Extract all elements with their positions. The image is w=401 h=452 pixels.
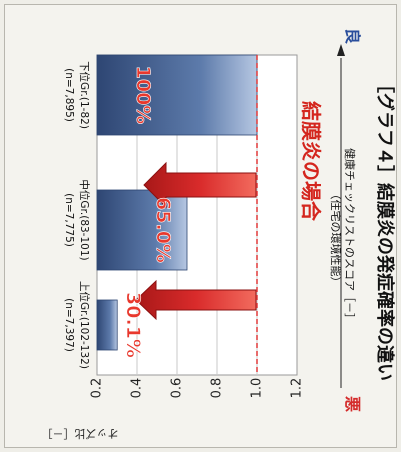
bar <box>96 299 118 351</box>
y-tick-label: 0.6 <box>170 378 185 399</box>
category-label: 上位Gr.(102-132) <box>78 281 91 369</box>
scale-good-label: 良 <box>343 28 362 44</box>
condition-label: 結膜炎の場合 <box>299 101 323 222</box>
scale-bad-label: 悪 <box>343 396 362 412</box>
category-label: 下位Gr.(1-82) <box>78 61 91 129</box>
value-labels: 100% 65.0% 30.1% <box>122 65 175 358</box>
value-label: 30.1% <box>122 292 144 358</box>
category-label: 中位Gr.(83-101) <box>78 179 91 260</box>
y-tick-label: 0.4 <box>130 378 145 399</box>
value-label: 65.0% <box>152 197 174 263</box>
y-tick-labels: 1.2 1.0 0.8 0.6 0.4 0.2 <box>90 378 305 399</box>
chart-title: ［グラフ４］結膜炎の発症確率の違い <box>374 75 396 381</box>
decrease-arrows <box>135 161 257 321</box>
y-tick-label: 1.0 <box>250 378 265 399</box>
category-n-label: (n=7,895) <box>63 68 75 122</box>
y-axis-label: オッズ比［－］ <box>42 427 119 441</box>
y-tick-label: 0.8 <box>210 378 225 399</box>
category-n-label: (n=7,397) <box>63 298 75 352</box>
bar <box>96 189 188 271</box>
x-axis-sublabel: （住宅の環境性能） <box>329 189 343 288</box>
scale-arrowhead <box>337 44 345 56</box>
bar <box>96 54 258 136</box>
y-tick-label: 1.2 <box>290 378 305 399</box>
category-labels: 下位Gr.(1-82)(n=7,895) 中位Gr.(83-101)(n=7,77… <box>63 61 91 369</box>
value-label: 100% <box>132 66 154 125</box>
decrease-arrow <box>143 161 257 209</box>
y-tick-label: 0.2 <box>90 378 105 399</box>
category-n-label: (n=7,775) <box>63 193 75 247</box>
decrease-arrow <box>135 279 257 321</box>
x-axis-label: 健康チェックリストのスコア［－］ <box>343 148 357 324</box>
